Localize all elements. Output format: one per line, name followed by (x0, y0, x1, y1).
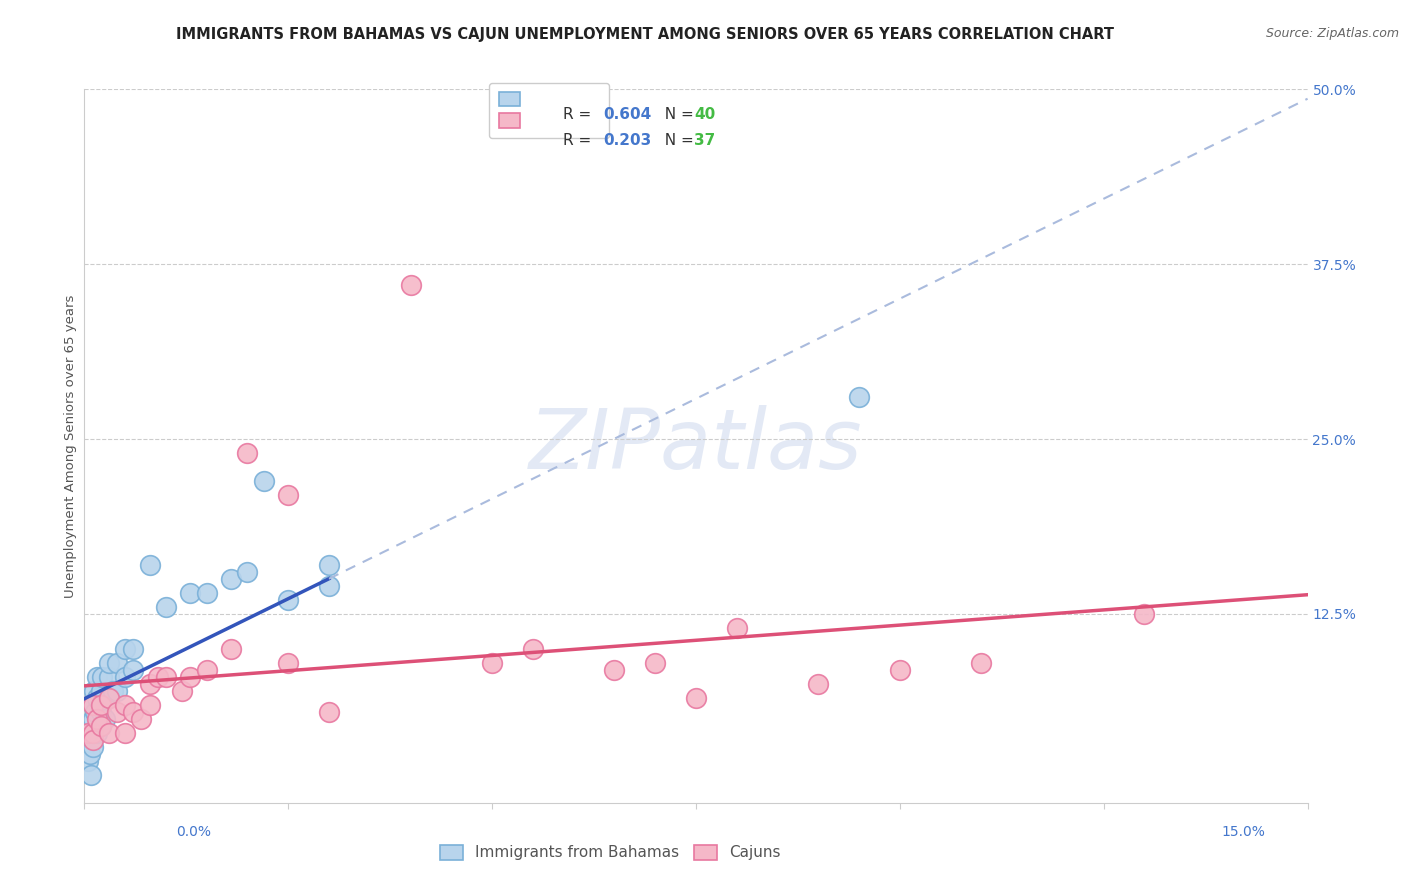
Point (685, 690, 707, 705)
Point (86, 726, 108, 740)
Point (90, 719, 112, 733)
Text: 0.203: 0.203 (603, 134, 651, 148)
Point (481, 656, 503, 670)
Point (86, 670, 108, 684)
Point (86, 690, 108, 705)
Point (82, 726, 104, 740)
Text: Source: ZipAtlas.com: Source: ZipAtlas.com (1265, 27, 1399, 40)
Point (97, 726, 120, 740)
Text: N =: N = (655, 107, 699, 122)
Point (90, 705, 112, 719)
Point (122, 705, 145, 719)
Text: 40: 40 (695, 107, 716, 122)
Point (155, 670, 177, 684)
Point (105, 684, 128, 698)
Point (86, 712, 108, 726)
Text: 15.0%: 15.0% (1222, 825, 1265, 839)
Point (318, 558, 340, 572)
Point (122, 663, 145, 677)
Point (97, 690, 120, 705)
Point (138, 698, 160, 712)
Point (90, 684, 112, 698)
Point (277, 488, 299, 502)
Point (219, 641, 242, 656)
Point (138, 677, 160, 691)
Point (195, 586, 218, 600)
Text: R =: R = (564, 134, 596, 148)
Point (970, 656, 993, 670)
Point (522, 641, 544, 656)
Point (155, 599, 177, 614)
Point (101, 684, 124, 698)
Text: IMMIGRANTS FROM BAHAMAS VS CAJUN UNEMPLOYMENT AMONG SENIORS OVER 65 YEARS CORREL: IMMIGRANTS FROM BAHAMAS VS CAJUN UNEMPLO… (176, 27, 1114, 42)
Text: N =: N = (655, 134, 699, 148)
Point (603, 663, 626, 677)
Point (179, 586, 201, 600)
Point (114, 670, 136, 684)
Point (77, 754, 100, 768)
Y-axis label: Unemployment Among Seniors over 65 years: Unemployment Among Seniors over 65 years (65, 294, 77, 598)
Point (90, 698, 112, 712)
Point (97, 656, 120, 670)
Point (848, 390, 870, 404)
Point (97, 670, 120, 684)
Point (253, 474, 276, 488)
Point (82, 726, 104, 740)
Point (277, 593, 299, 607)
Point (131, 712, 153, 726)
Point (82, 739, 104, 754)
Point (82, 698, 104, 712)
Point (277, 656, 299, 670)
Point (725, 621, 748, 635)
Point (318, 705, 340, 719)
Text: 0.0%: 0.0% (176, 825, 211, 839)
Point (644, 656, 666, 670)
Text: R =: R = (564, 107, 596, 122)
Point (82, 732, 104, 747)
Point (83, 684, 105, 698)
Point (219, 572, 242, 586)
Point (172, 684, 194, 698)
Point (82, 698, 104, 712)
Point (114, 726, 136, 740)
Point (138, 558, 160, 572)
Point (114, 641, 136, 656)
Point (79, 747, 101, 761)
Point (93, 712, 115, 726)
Point (179, 670, 201, 684)
Legend: Immigrants from Bahamas, Cajuns: Immigrants from Bahamas, Cajuns (433, 838, 787, 866)
Point (77, 726, 100, 740)
Point (807, 677, 830, 691)
Point (97, 690, 120, 705)
Point (84, 705, 107, 719)
Point (105, 656, 128, 670)
Point (236, 446, 259, 460)
Point (77, 726, 100, 740)
Point (889, 663, 911, 677)
Point (90, 698, 112, 712)
Point (114, 698, 136, 712)
Point (91, 670, 114, 684)
Point (318, 579, 340, 593)
Point (105, 705, 128, 719)
Point (80, 768, 103, 782)
Point (195, 663, 218, 677)
Text: 0.604: 0.604 (603, 107, 651, 122)
Point (82, 712, 104, 726)
Text: ZIPatlas: ZIPatlas (529, 406, 863, 486)
Point (122, 641, 145, 656)
Point (399, 278, 422, 293)
Point (236, 565, 259, 579)
Point (146, 670, 169, 684)
Text: 37: 37 (695, 134, 716, 148)
Point (1133, 607, 1156, 621)
Point (90, 719, 112, 733)
